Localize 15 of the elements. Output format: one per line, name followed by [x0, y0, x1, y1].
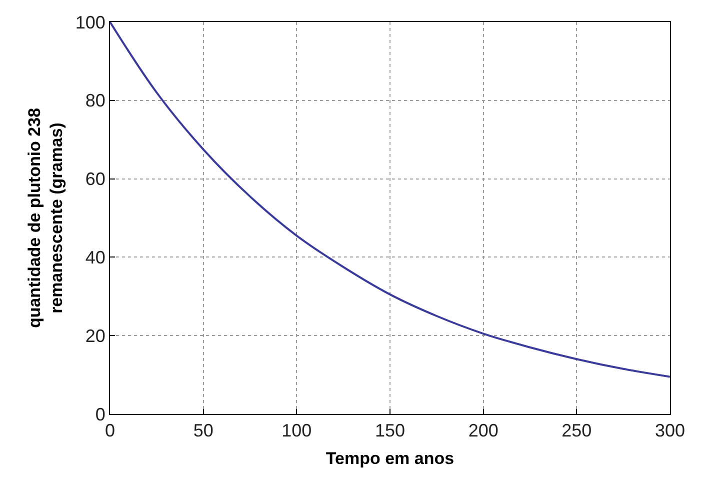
- y-axis-title: quantidade de plutonio 238 remanescente (gramas): [24, 108, 66, 328]
- x-tick-label: 150: [374, 420, 406, 441]
- y-tick-label: 0: [95, 404, 106, 424]
- y-tick-label: 20: [85, 326, 106, 346]
- x-tick-label: 100: [282, 420, 312, 441]
- x-axis-title: Tempo em anos: [326, 449, 454, 468]
- y-tick-label: 40: [85, 248, 106, 268]
- x-tick-label: 200: [468, 420, 498, 441]
- line-series: [110, 22, 670, 378]
- x-tick-label: 300: [654, 420, 686, 441]
- y-tick-label: 100: [75, 12, 106, 32]
- x-tick-label: 50: [193, 420, 214, 441]
- y-tick-label: 60: [85, 169, 106, 190]
- x-tick-label: 250: [562, 420, 592, 441]
- y-tick-label: 80: [85, 90, 106, 111]
